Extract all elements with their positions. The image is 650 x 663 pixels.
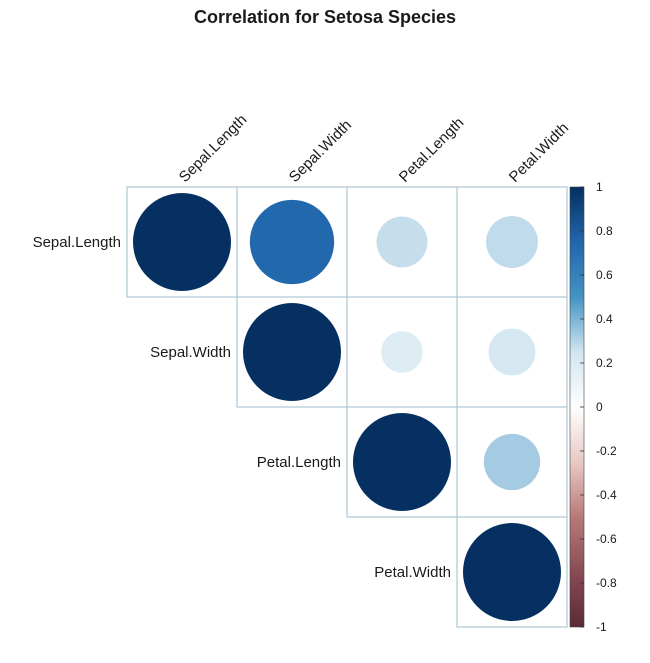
corr-circle-Sepal.Length-Sepal.Width bbox=[249, 199, 335, 285]
column-label-Petal.Width: Petal.Width bbox=[506, 120, 572, 186]
corr-circle-Petal.Length-Petal.Width bbox=[483, 433, 541, 491]
colorbar-tick-label: -1 bbox=[596, 620, 607, 634]
row-label-Petal.Width: Petal.Width bbox=[374, 564, 451, 581]
corr-circle-Petal.Length-Petal.Length bbox=[353, 413, 451, 511]
column-label-Sepal.Width: Sepal.Width bbox=[286, 117, 355, 186]
column-label-Sepal.Length: Sepal.Length bbox=[176, 111, 251, 186]
colorbar-tick-label: 1 bbox=[596, 180, 603, 194]
row-label-Petal.Length: Petal.Length bbox=[257, 454, 341, 471]
corr-circle-Petal.Width-Petal.Width bbox=[463, 523, 561, 621]
colorbar-tick-label: 0.6 bbox=[596, 268, 613, 282]
row-label-Sepal.Length: Sepal.Length bbox=[33, 234, 121, 251]
colorbar-tick-label: 0 bbox=[596, 400, 603, 414]
corr-circle-Sepal.Width-Petal.Length bbox=[381, 331, 423, 373]
colorbar-tick-label: -0.4 bbox=[596, 488, 617, 502]
corr-circle-Sepal.Length-Sepal.Length bbox=[133, 193, 231, 291]
colorbar-tick-label: 0.2 bbox=[596, 356, 613, 370]
chart-title: Correlation for Setosa Species bbox=[193, 7, 457, 27]
colorbar-tick-label: -0.2 bbox=[596, 444, 617, 458]
column-label-Petal.Length: Petal.Length bbox=[396, 114, 468, 186]
corr-circle-Sepal.Width-Sepal.Width bbox=[243, 303, 341, 401]
corr-circle-Sepal.Length-Petal.Length bbox=[376, 216, 428, 268]
colorbar-tick-label: 0.8 bbox=[596, 224, 613, 238]
colorbar-tick-label: -0.8 bbox=[596, 576, 617, 590]
row-label-Sepal.Width: Sepal.Width bbox=[150, 344, 231, 361]
corr-circle-Sepal.Width-Petal.Width bbox=[488, 328, 536, 376]
colorbar-tick-label: -0.6 bbox=[596, 532, 617, 546]
corr-circle-Sepal.Length-Petal.Width bbox=[486, 216, 538, 268]
colorbar-tick-label: 0.4 bbox=[596, 312, 613, 326]
